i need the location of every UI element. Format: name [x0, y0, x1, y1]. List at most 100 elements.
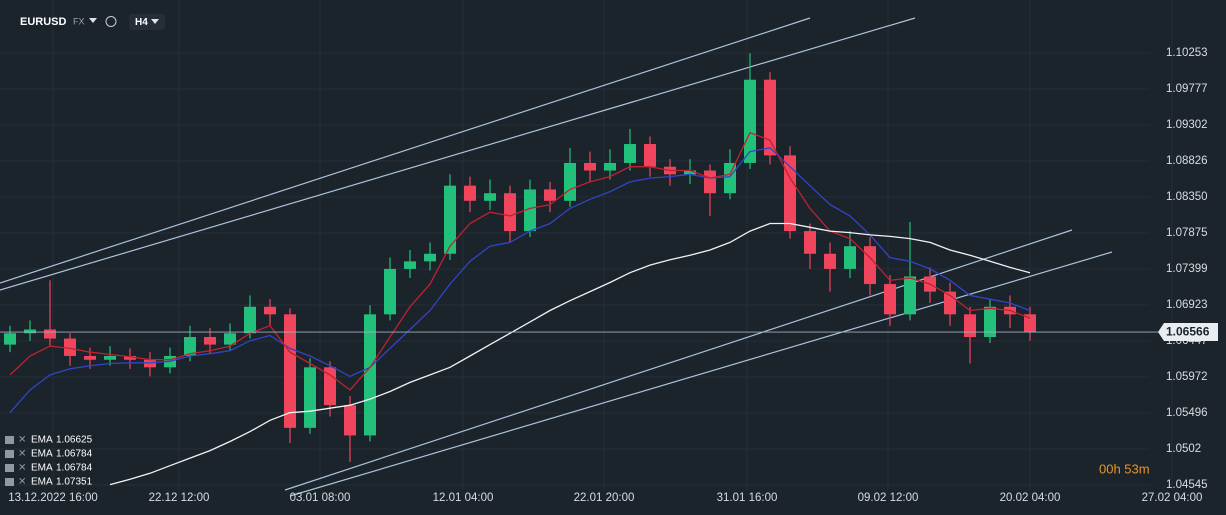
y-tick-label: 1.06923: [1166, 299, 1208, 311]
candle-body: [184, 337, 196, 356]
candle-body: [24, 329, 36, 334]
candle-body: [244, 306, 256, 334]
dropdown-arrow[interactable]: [151, 19, 159, 24]
candle-body: [744, 79, 756, 163]
legend-value: 1.06784: [56, 449, 93, 460]
y-tick-label: 1.05496: [1166, 407, 1208, 419]
candle-body: [884, 284, 896, 315]
candle-body: [104, 355, 116, 360]
x-tick-label: 13.12.2022 16:00: [8, 492, 98, 504]
legend-icon: [5, 464, 14, 472]
candle-body: [804, 231, 816, 254]
timeframe-box[interactable]: [129, 14, 165, 30]
y-tick-label: 1.09777: [1166, 83, 1208, 95]
candle-body: [504, 193, 516, 232]
x-tick-label: 27.02 04:00: [1142, 492, 1203, 504]
candle-body: [584, 162, 596, 171]
candle-body: [264, 306, 276, 315]
y-tick-label: 1.05972: [1166, 371, 1208, 383]
legend-icon: [5, 450, 14, 458]
legend-name: EMA: [31, 463, 53, 474]
x-tick-label: 09.02 12:00: [858, 492, 919, 504]
timer: 00h 53m: [1099, 461, 1150, 476]
candle-body: [984, 306, 996, 338]
candle-body: [764, 79, 776, 156]
x-tick-label: 12.01 04:00: [433, 492, 494, 504]
candle-body: [484, 193, 496, 201]
candle-body: [84, 355, 96, 360]
market: FX: [73, 16, 85, 26]
trend-line: [0, 17, 811, 284]
trend-line: [289, 251, 1113, 497]
legend-close: ✕: [18, 449, 26, 460]
x-tick-label: 22.12 12:00: [149, 492, 210, 504]
y-tick-label: 1.08350: [1166, 191, 1208, 203]
legend-value: 1.07351: [56, 477, 93, 488]
legend-close: ✕: [18, 477, 26, 488]
y-tick-label: 1.10253: [1166, 47, 1208, 59]
y-tick-label: 1.07399: [1166, 263, 1208, 275]
legend-name: EMA: [31, 477, 53, 488]
candle-body: [284, 314, 296, 428]
candle-body: [564, 162, 576, 201]
candle-body: [624, 144, 636, 163]
y-tick-label: 1.0502: [1166, 443, 1201, 455]
legend-name: EMA: [31, 435, 53, 446]
legend-value: 1.06625: [56, 435, 93, 446]
dropdown-arrow[interactable]: [89, 18, 97, 23]
legend-icon: [5, 436, 14, 444]
candle-body: [44, 329, 56, 339]
candle-body: [64, 338, 76, 356]
candle-body: [844, 246, 856, 269]
candle-body: [364, 314, 376, 436]
y-tick-label: 1.08826: [1166, 155, 1208, 167]
candle-body: [724, 162, 736, 194]
candle-body: [684, 170, 696, 175]
candle-body: [644, 144, 656, 167]
candle-body: [464, 185, 476, 201]
candle-body: [344, 405, 356, 436]
candle-body: [204, 337, 216, 345]
candle-body: [224, 333, 236, 345]
x-tick-label: 22.01 20:00: [574, 492, 635, 504]
ema-line: [109, 222, 1031, 486]
candle-body: [124, 355, 136, 360]
candle-body: [144, 359, 156, 368]
trend-line: [0, 17, 916, 291]
current-price-box: [1158, 323, 1218, 342]
y-tick-label: 1.09302: [1166, 119, 1208, 131]
candle-body: [784, 155, 796, 232]
candle-body: [544, 189, 556, 201]
y-tick-label: 1.07875: [1166, 227, 1208, 239]
candle-body: [604, 162, 616, 171]
candle-body: [444, 185, 456, 254]
legend-value: 1.06784: [56, 463, 93, 474]
info-icon[interactable]: [105, 16, 117, 27]
ema-line: [9, 147, 1031, 414]
candle-body: [4, 333, 16, 345]
candle-body: [304, 367, 316, 428]
current-price-label: 1.06566: [1166, 325, 1210, 339]
candle-body: [864, 246, 876, 285]
candle-body: [424, 253, 436, 262]
candle-body: [404, 261, 416, 269]
candle-body: [824, 253, 836, 269]
trend-line: [284, 229, 1073, 491]
y-tick-label: 1.04545: [1166, 479, 1208, 491]
symbol[interactable]: EURUSD: [20, 16, 67, 28]
candle-body: [964, 314, 976, 338]
legend-close: ✕: [18, 463, 26, 474]
x-tick-label: 31.01 16:00: [717, 492, 778, 504]
ema-line: [9, 131, 1031, 391]
candle-body: [904, 276, 916, 315]
x-tick-label: 20.02 04:00: [1000, 492, 1061, 504]
candle-body: [704, 170, 716, 194]
legend-name: EMA: [31, 449, 53, 460]
candle-body: [524, 189, 536, 232]
timeframe[interactable]: H4: [135, 17, 148, 28]
candle-body: [1024, 314, 1036, 333]
legend-close: ✕: [18, 435, 26, 446]
x-tick-label: 03.01 08:00: [290, 492, 351, 504]
